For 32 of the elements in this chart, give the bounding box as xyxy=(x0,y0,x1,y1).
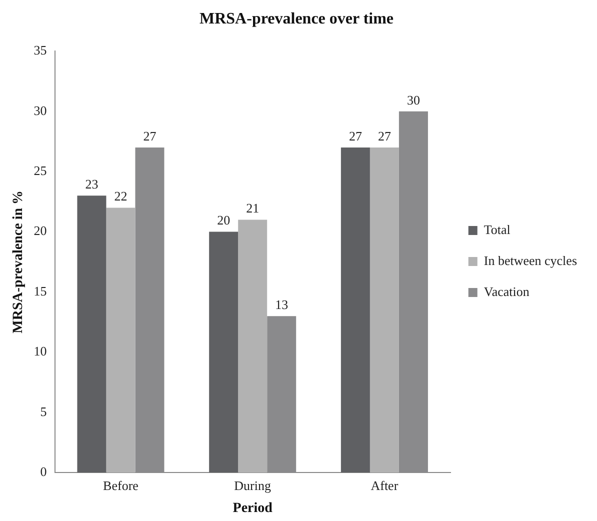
x-tick-label: Before xyxy=(103,478,139,493)
x-axis-title: Period xyxy=(232,501,273,516)
data-label: 22 xyxy=(114,188,128,204)
legend-label: Total xyxy=(484,222,511,237)
y-tick-label: 15 xyxy=(34,283,47,298)
data-label: 27 xyxy=(348,128,362,144)
data-label: 27 xyxy=(143,128,157,144)
data-label: 23 xyxy=(85,176,98,192)
legend-label: In between cycles xyxy=(484,252,578,268)
y-tick-label: 20 xyxy=(34,223,47,238)
data-label: 27 xyxy=(378,128,392,144)
bar xyxy=(77,196,106,473)
y-tick-label: 10 xyxy=(34,344,47,359)
y-tick-label: 25 xyxy=(34,163,47,178)
chart-title: MRSA-prevalence over time xyxy=(199,10,394,28)
y-tick-label: 5 xyxy=(40,404,47,419)
bar xyxy=(209,232,238,473)
x-tick-label: During xyxy=(234,478,272,493)
data-label: 30 xyxy=(406,92,420,108)
bar xyxy=(340,148,370,473)
data-label: 20 xyxy=(217,212,230,228)
y-tick-label: 35 xyxy=(34,42,47,58)
legend-label: Vacation xyxy=(484,284,530,299)
y-tick-label: 0 xyxy=(40,464,47,480)
bar xyxy=(106,208,136,473)
bar xyxy=(370,148,399,473)
data-label: 21 xyxy=(246,200,260,216)
x-tick-label: After xyxy=(370,478,399,493)
data-label: 13 xyxy=(275,297,288,312)
y-axis-title: MRSA-prevalence in % xyxy=(11,190,26,334)
bar xyxy=(238,220,268,473)
y-tick-label: 30 xyxy=(34,102,47,118)
